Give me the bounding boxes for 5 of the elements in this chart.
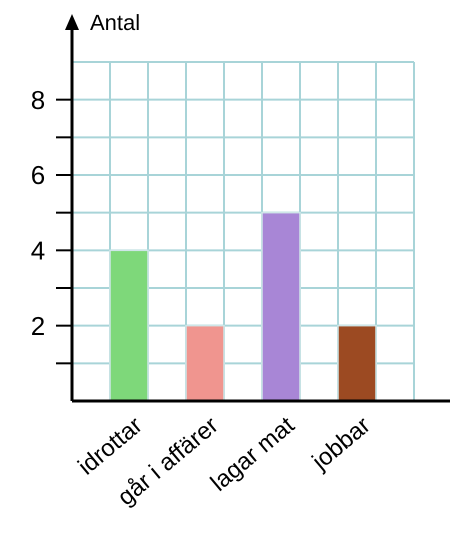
y-tick-label: 8: [30, 84, 46, 115]
y-tick-label: 6: [30, 160, 46, 190]
y-tick-label: 4: [30, 235, 46, 266]
y-axis-title: Antal: [90, 10, 140, 35]
y-tick-label: 2: [30, 310, 46, 341]
